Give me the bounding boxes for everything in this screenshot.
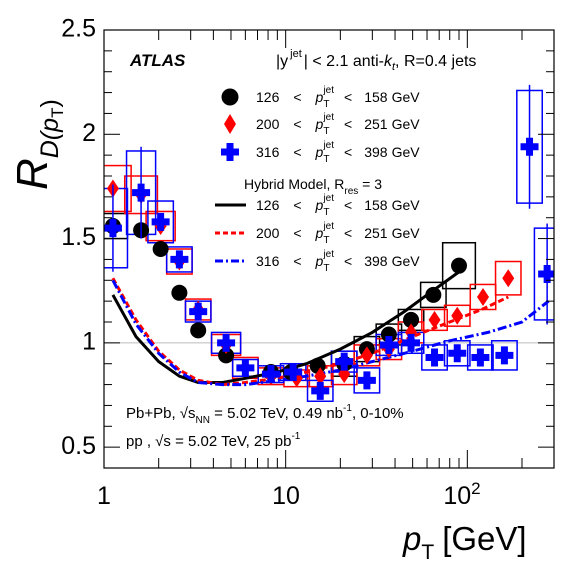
y-tick-label: 0.5: [61, 432, 96, 460]
data-point-cross-13: [402, 333, 421, 352]
syst-box-diamond-15: [443, 304, 471, 327]
data-point-circle-2: [152, 241, 169, 257]
data-point-cross-1: [132, 183, 151, 202]
data-point-circle-14: [451, 257, 468, 274]
data-point-diamond-15: [451, 306, 464, 325]
data-point-circle-5: [218, 347, 235, 364]
legend-label-3: 316 < pTjet <398 GeV: [256, 140, 420, 165]
y-tick-label: 1.5: [61, 223, 96, 251]
data-point-cross-16: [471, 348, 490, 367]
legend-marker-cross: [221, 143, 239, 161]
data-point-cross-14: [425, 348, 444, 367]
model-legend-label-2: 200 < pTjet <251 GeV: [256, 221, 420, 246]
y-tick-label: 2: [82, 119, 96, 147]
syst-box-cross-3: [165, 246, 193, 273]
model-curve-solid: [111, 270, 460, 384]
data-point-cross-19: [538, 265, 554, 284]
syst-box-diamond-14: [421, 308, 449, 332]
legend-label-2: 200 < pTjet <251 GeV: [256, 112, 420, 137]
system-label-pp: pp , √s = 5.02 TeV, 25 pb-1: [126, 431, 301, 450]
y-tick-label: 1: [82, 327, 96, 355]
data-point-circle-13: [425, 286, 442, 303]
data-point-diamond-17: [502, 269, 515, 288]
data-point-diamond-14: [428, 310, 441, 329]
data-point-cross-9: [311, 381, 330, 400]
model-legend-label-1: 126 < pTjet <158 GeV: [256, 193, 420, 218]
data-point-circle-11: [380, 326, 397, 343]
data-point-cross-3: [170, 250, 189, 269]
x-axis-title: pT [GeV]: [402, 520, 527, 561]
x-tick-label-10: 10: [272, 482, 300, 510]
data-point-diamond-16: [477, 287, 490, 306]
axis-ticks: [103, 29, 555, 468]
data-point-circle-12: [403, 311, 420, 328]
model-legend-label-3: 316 < pTjet <398 GeV: [256, 249, 420, 274]
syst-box-cross-17: [490, 340, 518, 371]
data-point-circle-4: [190, 322, 207, 339]
model-curve-dashed: [111, 277, 509, 387]
model-legend-title: Hybrid Model, Rres = 3: [244, 176, 382, 197]
data-point-cross-6: [236, 358, 255, 377]
legend-label-1: 126 < pTjet <158 GeV: [256, 85, 420, 110]
data-point-cross-0: [104, 219, 122, 238]
plot-frame: [103, 29, 555, 469]
data-point-cross-4: [189, 302, 208, 321]
data-point-circle-3: [171, 284, 188, 301]
legend-marker-circle: [221, 88, 239, 106]
data-point-cross-18: [520, 137, 539, 156]
syst-box-cross-11: [353, 367, 381, 394]
y-tick-label: 2.5: [61, 15, 96, 43]
data-point-cross-15: [448, 344, 467, 363]
data-point-cross-8: [284, 363, 303, 382]
syst-box-diamond-17: [494, 260, 522, 296]
model-curves-layer: [111, 270, 550, 387]
data-point-cross-5: [217, 333, 236, 352]
syst-box-circle-14: [441, 241, 477, 290]
system-label-pbpb: Pb+Pb, √sNN = 5.02 TeV, 0.49 nb-1, 0-10%: [126, 403, 404, 426]
experiment-label: ATLAS: [129, 51, 186, 70]
x-tick-label-1: 1: [97, 482, 111, 510]
data-point-diamond-11: [360, 346, 373, 365]
selection-label: |y jet | < 2.1 anti-kt, R=0.4 jets: [276, 48, 476, 73]
syst-box-circle-13: [419, 281, 447, 309]
y-axis-title: RD(pT): [8, 99, 67, 190]
data-point-cross-2: [151, 212, 170, 231]
data-point-cross-17: [495, 346, 514, 365]
legend: 126 < pTjet <158 GeV 200 < pTjet <251 GeV 316 < pT…: [215, 85, 420, 274]
data-point-cross-7: [261, 365, 280, 384]
syst-box-cross-16: [466, 344, 494, 371]
x-tick-label-100: 102: [443, 479, 480, 510]
model-curve-dashdot: [111, 279, 550, 387]
data-point-cross-10: [335, 352, 354, 371]
syst-box-cross-15: [443, 340, 471, 367]
data-point-cross-12: [379, 335, 398, 354]
data-point-cross-11: [357, 371, 376, 390]
data-points-layer: [104, 84, 554, 400]
data-point-diamond-9: [314, 367, 327, 386]
legend-marker-diamond: [224, 114, 236, 134]
